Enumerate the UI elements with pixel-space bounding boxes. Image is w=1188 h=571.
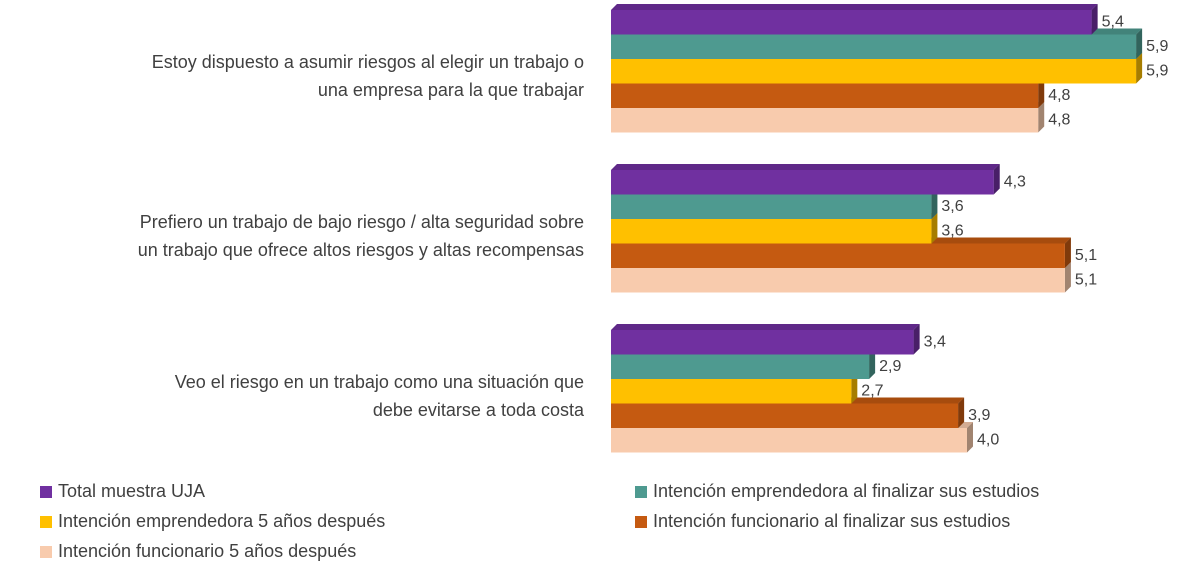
- bar-side: [1038, 77, 1045, 108]
- bar-side: [1136, 28, 1143, 59]
- bar: [611, 403, 959, 428]
- bar: [611, 194, 932, 219]
- legend-swatch: [40, 486, 52, 498]
- bar: [611, 379, 852, 404]
- bar-side: [1064, 237, 1071, 268]
- data-label: 2,7: [861, 382, 883, 399]
- bar-side-shade: [913, 324, 920, 355]
- bar: [611, 83, 1039, 108]
- bar-side-shade: [931, 213, 938, 244]
- bar: [611, 59, 1137, 84]
- bar: [611, 170, 994, 195]
- bar-side: [931, 188, 938, 219]
- category-label: Prefiero un trabajo de bajo riesgo / alt…: [137, 212, 584, 260]
- bar-top-shade: [611, 324, 920, 330]
- bar: [611, 34, 1137, 59]
- category-label: Estoy dispuesto a asumir riesgos al eleg…: [151, 52, 584, 100]
- legend-label: Intención funcionario 5 años después: [58, 541, 356, 561]
- bar: [611, 10, 1092, 35]
- bar-side-shade: [869, 348, 876, 379]
- bar-side: [1091, 4, 1098, 35]
- bar-side: [1038, 102, 1045, 133]
- bar-side: [1136, 53, 1143, 84]
- bar-side: [931, 213, 938, 244]
- bar-side: [993, 164, 1000, 195]
- bar: [611, 243, 1065, 268]
- legend-label: Total muestra UJA: [58, 481, 205, 501]
- data-label: 5,1: [1075, 271, 1097, 288]
- bar-top: [611, 4, 1098, 10]
- bar-side-shade: [1091, 4, 1098, 35]
- bar-side-shade: [851, 373, 858, 404]
- bar-side-shade: [1038, 102, 1045, 133]
- bar-side: [851, 373, 858, 404]
- bar-side: [967, 422, 973, 453]
- bar-side-shade: [1038, 77, 1045, 108]
- bar-top: [611, 164, 1000, 170]
- bar-top: [611, 324, 920, 330]
- bar-side: [869, 348, 876, 379]
- legend-swatch: [40, 516, 52, 528]
- bar: [611, 108, 1039, 133]
- bar-side: [958, 397, 965, 428]
- bar-side-shade: [967, 422, 973, 453]
- data-label: 3,4: [924, 333, 946, 350]
- data-label: 4,8: [1048, 111, 1070, 128]
- legend-swatch: [635, 486, 647, 498]
- bar-top-shade: [611, 164, 1000, 170]
- bar-side-shade: [958, 397, 965, 428]
- bar-side: [1064, 262, 1071, 293]
- bar-side-shade: [993, 164, 1000, 195]
- data-label: 5,4: [1102, 13, 1124, 30]
- legend-swatch: [40, 546, 52, 558]
- bar: [611, 330, 914, 355]
- bar-side-shade: [1064, 237, 1071, 268]
- data-label: 3,6: [941, 222, 963, 239]
- legend-label: Intención emprendedora al finalizar sus …: [653, 481, 1039, 501]
- category-label: Veo el riesgo en un trabajo como una sit…: [174, 372, 584, 420]
- data-label: 3,6: [941, 198, 963, 215]
- bar-side-shade: [1136, 53, 1143, 84]
- bar-side: [913, 324, 920, 355]
- data-label: 5,9: [1146, 38, 1168, 55]
- data-label: 4,0: [977, 431, 999, 448]
- bar: [611, 268, 1065, 293]
- bar-side-shade: [1136, 28, 1143, 59]
- bar: [611, 219, 932, 244]
- data-label: 5,9: [1146, 62, 1168, 79]
- bar: [611, 428, 967, 453]
- legend-label: Intención funcionario al finalizar sus e…: [653, 511, 1010, 531]
- data-label: 4,3: [1004, 173, 1026, 190]
- bar-side-shade: [1064, 262, 1071, 293]
- data-label: 3,9: [968, 407, 990, 424]
- data-label: 2,9: [879, 358, 901, 375]
- legend-label: Intención emprendedora 5 años después: [58, 511, 385, 531]
- bar-side-shade: [931, 188, 938, 219]
- bar: [611, 354, 870, 379]
- legend-swatch: [635, 516, 647, 528]
- data-label: 5,1: [1075, 247, 1097, 264]
- bar-top-shade: [611, 4, 1098, 10]
- data-label: 4,8: [1048, 87, 1070, 104]
